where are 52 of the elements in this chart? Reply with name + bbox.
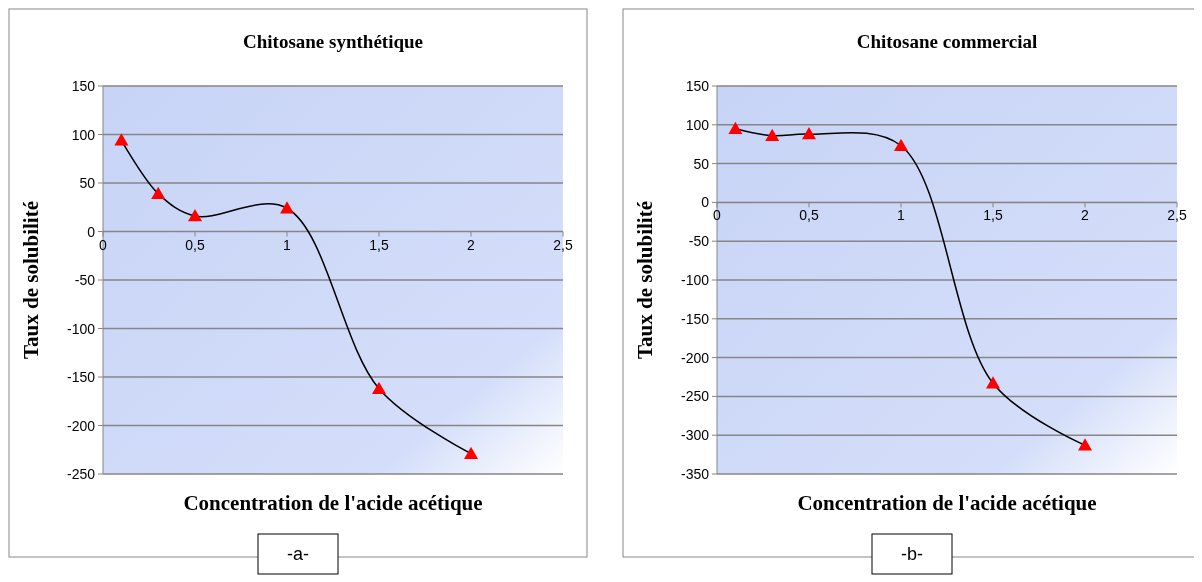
- y-tick-label: 150: [685, 78, 710, 94]
- x-tick-label: 1: [897, 207, 906, 224]
- chart-title: Chitosane synthétique: [243, 31, 423, 52]
- x-axis-title: Concentration de l'acide acétique: [183, 491, 483, 515]
- point: [372, 381, 386, 394]
- y-tick-label: -200: [680, 349, 710, 366]
- point: [728, 121, 743, 134]
- point: [188, 208, 202, 222]
- y-tick-label: -100: [680, 272, 710, 288]
- x-tick-label: 2: [1081, 207, 1090, 224]
- text: -a-: [287, 544, 309, 564]
- point: [894, 138, 908, 151]
- y-tick-label: -150: [680, 310, 710, 327]
- y-tick-label: -50: [74, 272, 96, 288]
- x-tick-label: 0,5: [799, 207, 819, 224]
- x-tick-label: 0: [713, 207, 722, 224]
- x-tick-label: 1,5: [983, 207, 1003, 224]
- y-tick-label: 0: [87, 223, 96, 240]
- point: [280, 201, 294, 214]
- point: [802, 127, 816, 140]
- point: [151, 186, 166, 199]
- y-tick-label: -350: [680, 466, 710, 482]
- x-axis-title: Concentration de l'acide acétique: [797, 491, 1097, 515]
- y-axis-title: Taux de solubilité: [633, 201, 657, 359]
- x-tick-label: 1: [283, 236, 292, 253]
- y-tick-label: -100: [66, 320, 96, 337]
- y-tick-label: -250: [680, 388, 710, 405]
- point: [765, 128, 780, 141]
- point: [1078, 438, 1092, 451]
- point: [464, 446, 478, 459]
- y-tick-label: -200: [66, 417, 96, 434]
- y-tick-label: 50: [79, 175, 96, 191]
- y-tick-label: -300: [680, 427, 710, 444]
- x-tick-label: 2,5: [553, 236, 573, 253]
- y-tick-label: 50: [693, 155, 710, 172]
- point: [986, 376, 1000, 389]
- text: -b-: [901, 544, 923, 564]
- y-tick-label: 150: [71, 78, 96, 94]
- x-tick-label: 0: [99, 236, 108, 253]
- chart-title: Chitosane commercial: [856, 31, 1038, 52]
- x-tick-label: 1,5: [369, 236, 389, 253]
- y-tick-label: 0: [701, 194, 710, 211]
- point: [114, 133, 129, 146]
- y-axis-title: Taux de solubilité: [19, 201, 43, 359]
- y-tick-label: -50: [688, 233, 710, 250]
- y-tick-label: 100: [685, 116, 710, 133]
- y-tick-label: -250: [66, 466, 96, 482]
- x-tick-label: 2,5: [1167, 207, 1187, 224]
- y-tick-label: -150: [66, 369, 96, 385]
- x-tick-label: 0,5: [185, 236, 205, 253]
- y-tick-label: 100: [71, 126, 96, 143]
- x-tick-label: 2: [467, 236, 476, 253]
